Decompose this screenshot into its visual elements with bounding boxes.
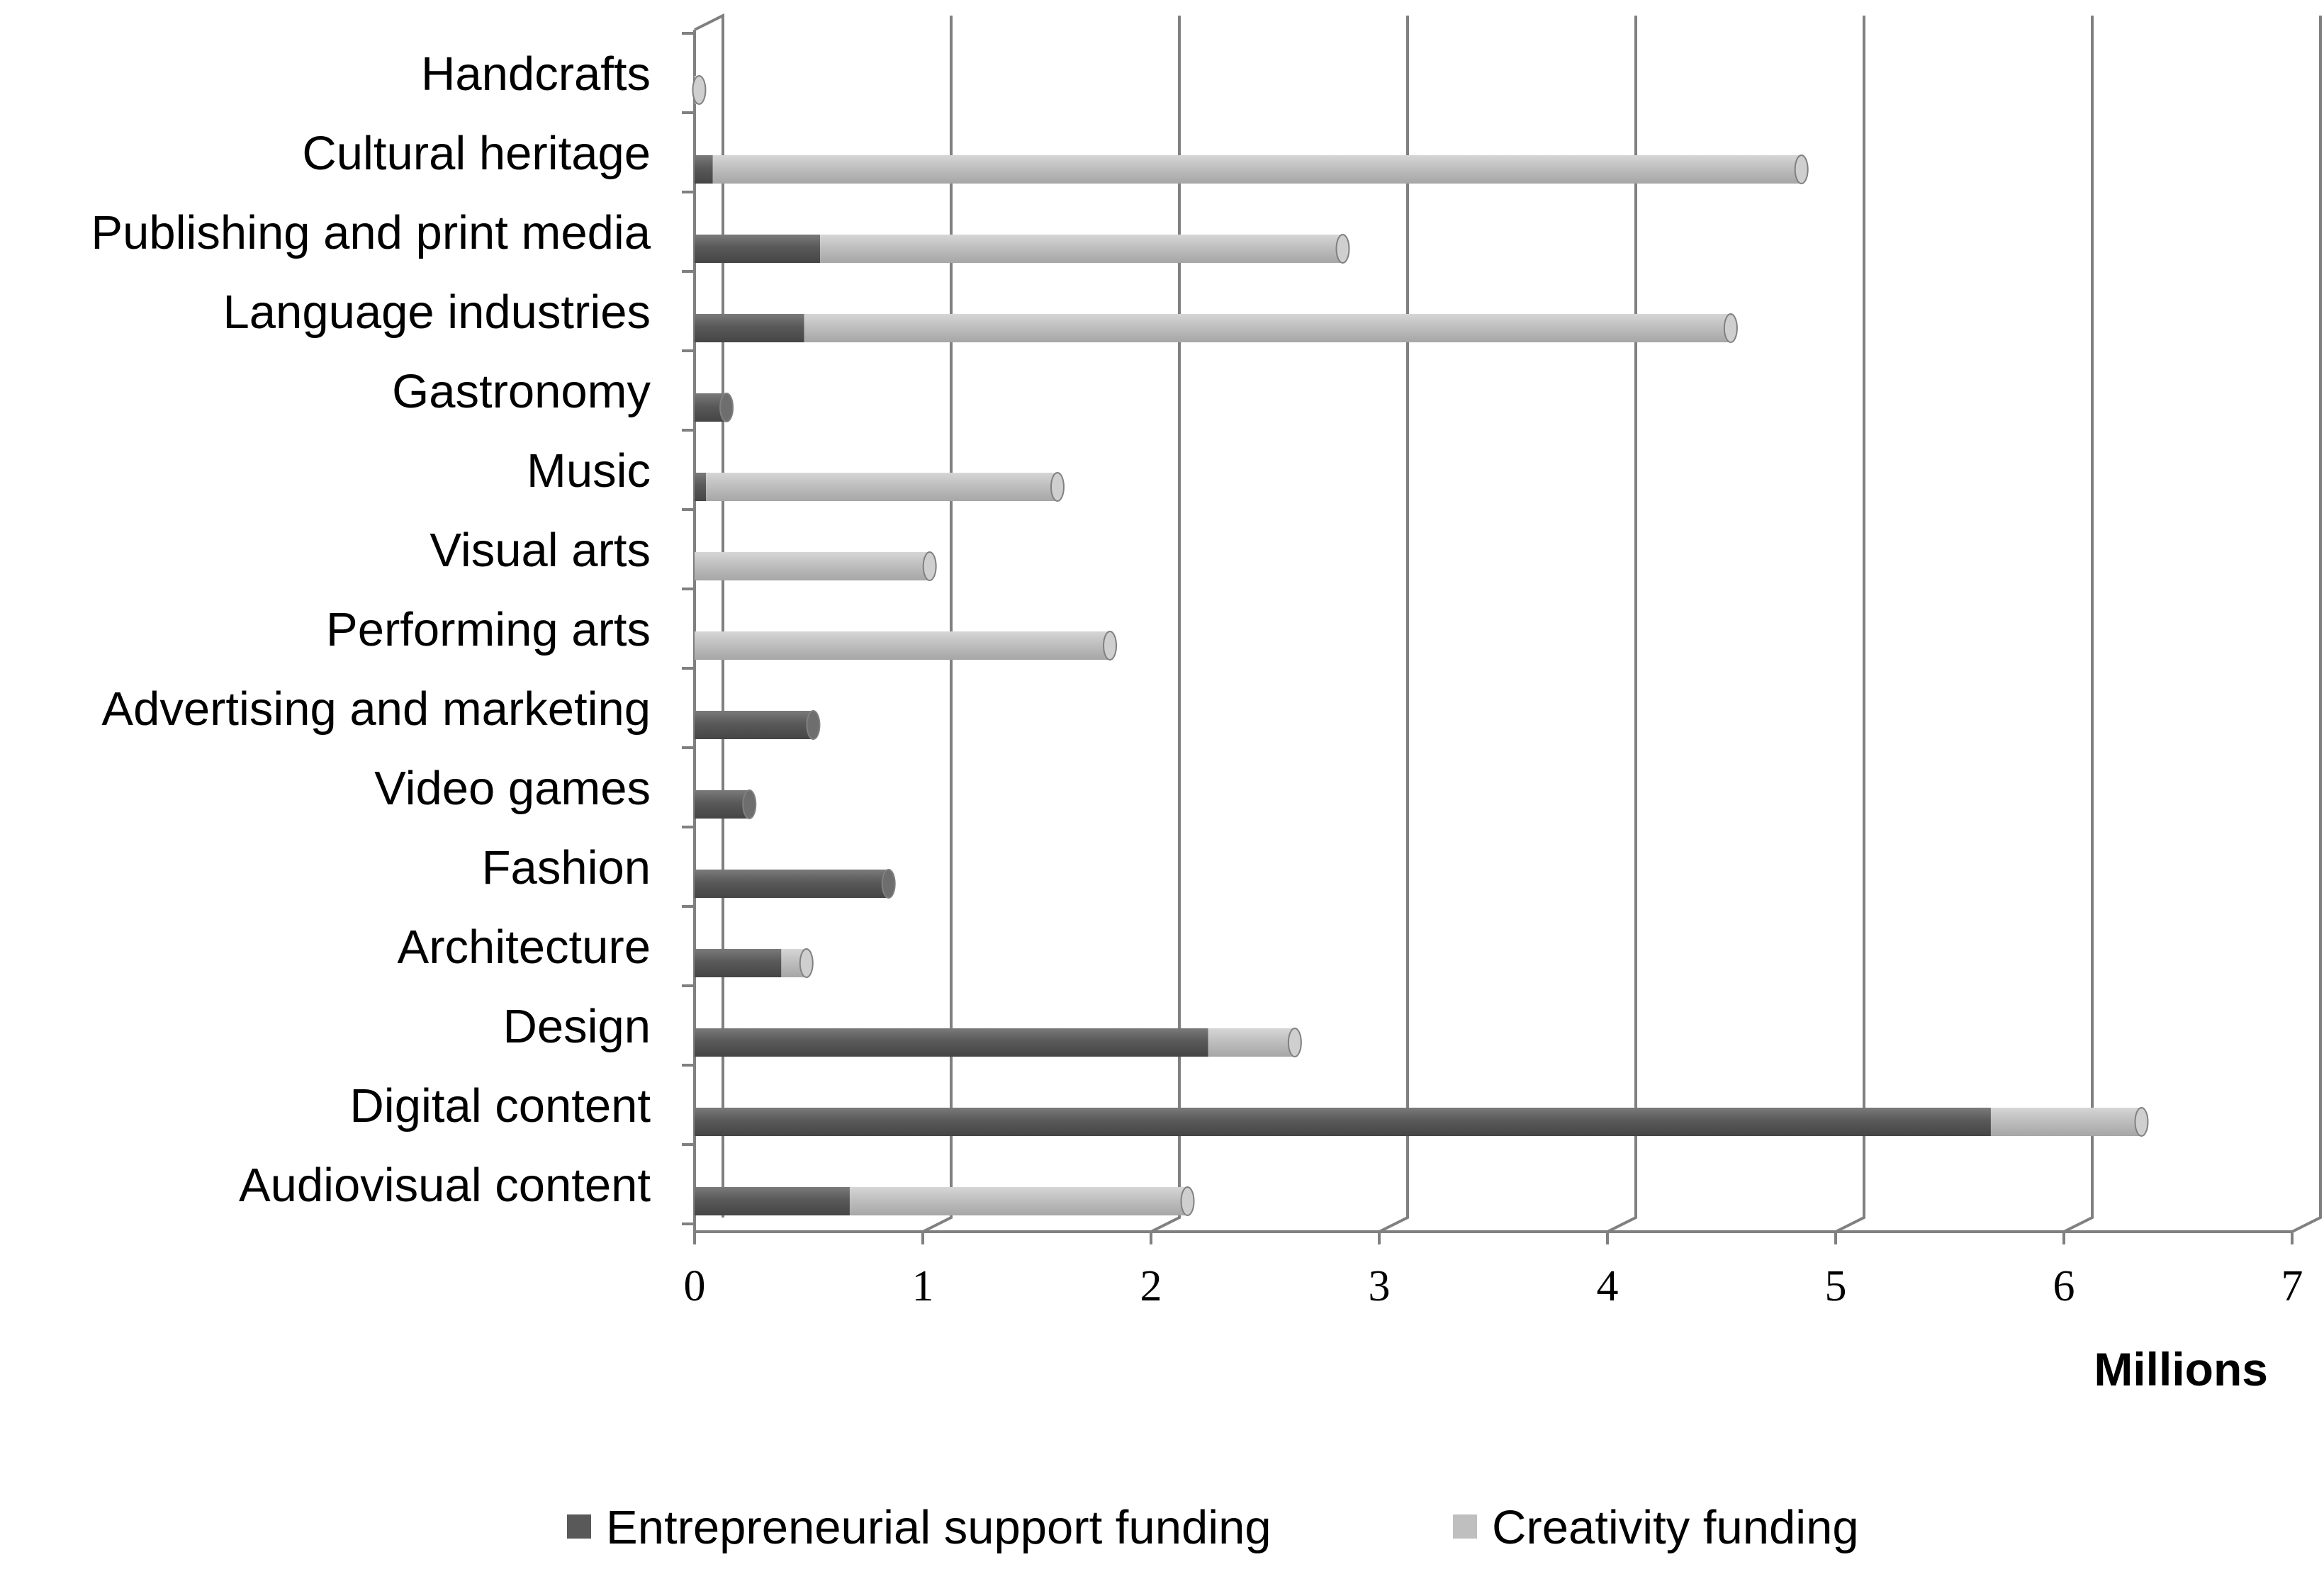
gridline	[1150, 16, 1181, 1233]
bar-segment	[804, 314, 1731, 342]
gridline	[1607, 16, 1637, 1233]
category-label: Language industries	[223, 286, 651, 339]
category-label: Advertising and marketing	[101, 682, 651, 736]
x-tick-label: 0	[684, 1262, 706, 1310]
gridline	[2291, 16, 2322, 1233]
category-label: Fashion	[482, 841, 651, 894]
bar-segment	[695, 235, 821, 263]
bar-end-cap	[1050, 472, 1065, 502]
bar-segment	[695, 155, 713, 184]
category-label: Performing arts	[326, 603, 651, 656]
legend-swatch	[1453, 1514, 1477, 1539]
category-label: Video games	[374, 762, 651, 815]
x-tick-label: 7	[2281, 1262, 2303, 1310]
bar-end-cap	[1103, 631, 1118, 660]
bar-segment	[695, 473, 707, 501]
x-tick-label: 4	[1597, 1262, 1619, 1310]
category-label: Design	[503, 1000, 651, 1053]
bar-segment	[695, 711, 814, 739]
bar-end-cap	[1287, 1028, 1302, 1057]
gridline	[2063, 16, 2094, 1233]
bar-end-cap	[1723, 313, 1738, 343]
gridlines	[922, 16, 2322, 1233]
bar-end-cap	[1794, 154, 1809, 184]
bar-end-cap	[799, 948, 814, 978]
bar-segment	[695, 949, 782, 977]
bar-segment	[712, 155, 1802, 184]
x-tick-label: 6	[2053, 1262, 2075, 1310]
bar-segment	[820, 235, 1343, 263]
x-tick-label: 1	[912, 1262, 934, 1310]
bar-segment	[695, 314, 804, 342]
x-tick-label: 5	[1825, 1262, 1847, 1310]
bar-end-cap	[881, 869, 896, 899]
bar-end-cap	[1335, 234, 1350, 264]
legend-label: Entrepreneurial support funding	[606, 1501, 1272, 1554]
bar-end-cap	[2134, 1107, 2149, 1137]
bar-end-cap	[806, 710, 821, 740]
x-tick-label: 2	[1140, 1262, 1162, 1310]
x-tick-labels: 0 1 2 3 4 5 6 7	[684, 1262, 2303, 1310]
bar-end-cap	[922, 551, 937, 581]
category-labels: Handcrafts Cultural heritage Publishing an…	[91, 47, 651, 1212]
category-label: Handcrafts	[421, 47, 651, 101]
bar-segment	[849, 1187, 1188, 1215]
bar-segment	[695, 1028, 1208, 1057]
bar-end-cap	[742, 789, 757, 819]
category-label: Digital content	[349, 1079, 651, 1132]
category-label: Gastronomy	[392, 365, 651, 418]
bar-segment	[695, 1187, 850, 1215]
bar-segment	[1208, 1028, 1295, 1057]
gridline	[1379, 16, 1409, 1233]
category-label: Architecture	[398, 921, 651, 974]
gridline	[922, 16, 953, 1233]
bars	[692, 75, 2149, 1216]
legend: Entrepreneurial support funding Creativit…	[567, 1501, 1859, 1554]
category-label: Visual arts	[430, 524, 651, 577]
category-label: Audiovisual content	[239, 1159, 651, 1212]
bar-segment	[1990, 1108, 2142, 1136]
bar-segment	[695, 870, 889, 898]
x-tick-label: 3	[1369, 1262, 1391, 1310]
bar-segment	[706, 473, 1057, 501]
bar-segment	[695, 552, 930, 580]
legend-swatch	[567, 1514, 591, 1539]
legend-label: Creativity funding	[1492, 1501, 1859, 1554]
bar-segment	[695, 1108, 1991, 1136]
bar-segment	[695, 790, 750, 819]
bar-end-cap	[692, 75, 707, 105]
bar-end-cap	[719, 393, 734, 422]
x-axis-title: Millions	[2094, 1343, 2268, 1395]
bar-end-cap	[1180, 1186, 1195, 1216]
category-label: Cultural heritage	[302, 127, 651, 180]
gridline	[1835, 16, 1865, 1233]
category-label: Music	[527, 444, 651, 498]
category-label: Publishing and print media	[91, 206, 651, 259]
bar-segment	[695, 631, 1111, 660]
